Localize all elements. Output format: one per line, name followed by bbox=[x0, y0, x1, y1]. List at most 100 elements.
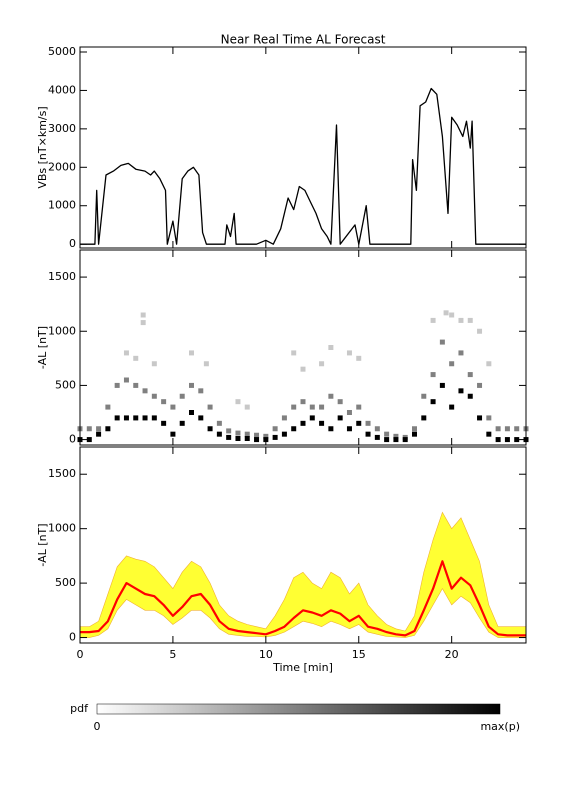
pdf-cell bbox=[421, 393, 427, 399]
pdf-cell bbox=[514, 437, 520, 443]
pdf-cell bbox=[86, 437, 92, 443]
pdf-cell bbox=[235, 399, 241, 405]
pdf-cell bbox=[467, 317, 473, 323]
y-tick-label: 0 bbox=[69, 433, 76, 446]
pdf-cell bbox=[114, 415, 120, 421]
pdf-cell bbox=[402, 437, 408, 443]
y-tick-label: 1000 bbox=[48, 199, 76, 212]
pdf-cell bbox=[133, 415, 139, 421]
pdf-cell bbox=[161, 399, 167, 405]
pdf-cell bbox=[216, 431, 222, 437]
y-tick-label: 1000 bbox=[48, 522, 76, 535]
pdf-cell bbox=[244, 436, 250, 441]
pdf-cell bbox=[412, 431, 417, 437]
pdf-cell bbox=[393, 433, 399, 439]
pdf-cell bbox=[430, 317, 436, 323]
y-tick-label: 3000 bbox=[48, 122, 76, 135]
pdf-cell bbox=[486, 431, 492, 437]
pdf-cell bbox=[189, 382, 194, 388]
pdf-cell bbox=[430, 372, 436, 378]
pdf-cell bbox=[458, 350, 464, 356]
pdf-cell bbox=[281, 431, 287, 437]
pdf-cell bbox=[328, 426, 334, 432]
pdf-cell bbox=[142, 415, 148, 421]
pdf-cell bbox=[189, 350, 194, 356]
pdf-cell bbox=[458, 317, 464, 323]
pdf-cell bbox=[263, 433, 269, 439]
pdf-cell bbox=[198, 415, 204, 421]
y-tick-label: 5000 bbox=[48, 45, 76, 58]
pdf-cell bbox=[477, 382, 483, 388]
band-area bbox=[79, 511, 527, 638]
pdf-cell bbox=[123, 377, 129, 383]
pdf-cell bbox=[504, 437, 510, 443]
pdf-cell bbox=[443, 310, 449, 316]
pdf-cell bbox=[412, 426, 417, 432]
y-tick-label: 1500 bbox=[48, 467, 76, 480]
pdf-cell bbox=[96, 431, 102, 437]
pdf-cell bbox=[477, 415, 483, 421]
pdf-cell bbox=[86, 426, 92, 432]
pdf-cell bbox=[140, 312, 146, 318]
pdf-cell bbox=[133, 382, 139, 388]
pdf-cell bbox=[449, 361, 455, 367]
pdf-cell bbox=[142, 388, 148, 394]
data-line bbox=[80, 87, 526, 245]
pdf-cell bbox=[337, 399, 343, 405]
pdf-cell bbox=[319, 420, 325, 426]
pdf-cell bbox=[151, 393, 157, 399]
y-tick-label: 500 bbox=[55, 378, 76, 391]
pdf-cell bbox=[449, 404, 455, 410]
pdf-cell bbox=[393, 437, 399, 443]
x-tick-label: 5 bbox=[169, 648, 176, 661]
pdf-cell bbox=[319, 404, 325, 410]
pdf-cell bbox=[384, 437, 390, 443]
x-axis-label: Time [min] bbox=[272, 661, 333, 674]
pdf-cell bbox=[337, 415, 343, 421]
pdf-cell bbox=[384, 431, 390, 437]
pdf-cell bbox=[300, 420, 306, 426]
pdf-cell bbox=[244, 404, 250, 410]
pdf-cell bbox=[281, 415, 287, 421]
pdf-cell bbox=[356, 404, 362, 410]
pdf-cell bbox=[328, 393, 334, 399]
pdf-cell bbox=[458, 388, 464, 394]
pdf-cell bbox=[272, 434, 278, 440]
y-tick-label: 0 bbox=[69, 631, 76, 644]
chart-title: Near Real Time AL Forecast bbox=[221, 33, 386, 47]
pdf-cell bbox=[430, 399, 436, 405]
pdf-cell bbox=[309, 404, 315, 410]
pdf-cell bbox=[365, 431, 371, 437]
pdf-cell bbox=[421, 415, 427, 421]
pdf-cell bbox=[226, 434, 232, 440]
colorbar bbox=[96, 703, 501, 715]
pdf-cell bbox=[346, 410, 352, 415]
pdf-cell bbox=[291, 404, 297, 410]
y-axis-label: VBs [nT×km/s] bbox=[36, 106, 49, 188]
pdf-cell bbox=[486, 415, 492, 421]
plot-frame bbox=[79, 46, 527, 249]
pdf-cell bbox=[346, 426, 352, 432]
pdf-cell bbox=[216, 420, 222, 426]
y-tick-label: 2000 bbox=[48, 160, 76, 173]
pdf-cell bbox=[291, 350, 297, 356]
pdf-cell bbox=[439, 339, 445, 345]
pdf-cell bbox=[179, 420, 185, 426]
pdf-cell bbox=[114, 382, 120, 388]
pdf-cell bbox=[235, 430, 241, 436]
pdf-cell bbox=[449, 312, 455, 318]
pdf-cell bbox=[161, 420, 167, 426]
pdf-cell bbox=[170, 431, 176, 437]
pdf-cell bbox=[514, 426, 520, 432]
pdf-cell bbox=[244, 431, 250, 437]
pdf-cell bbox=[374, 426, 380, 432]
pdf-cell bbox=[319, 361, 325, 367]
x-tick-label: 20 bbox=[445, 648, 459, 661]
pdf-cell bbox=[467, 372, 473, 378]
pdf-cell bbox=[179, 393, 185, 399]
y-tick-label: 0 bbox=[69, 237, 76, 250]
pdf-cell bbox=[123, 415, 129, 421]
pdf-cell bbox=[105, 426, 111, 432]
pdf-cell bbox=[203, 361, 209, 367]
pdf-cell bbox=[207, 426, 213, 432]
